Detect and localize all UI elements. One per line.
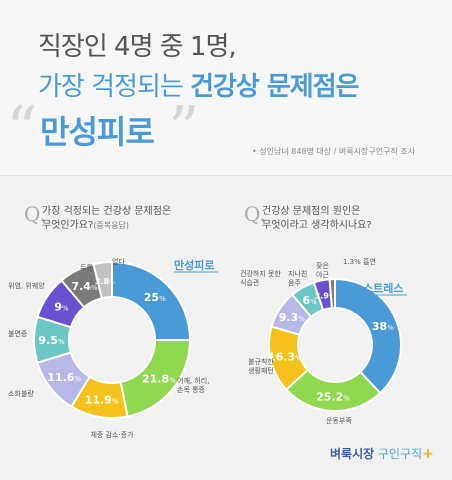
question-2-line-2: 무엇이라고 생각하시나요? xyxy=(262,220,372,231)
slice-value-label: 25% xyxy=(144,291,166,304)
percent-sign: % xyxy=(310,298,317,306)
slice-category-label: 건강하지 못한 식습관 xyxy=(240,269,281,287)
percent-sign: % xyxy=(159,295,166,303)
question-1-line-1: 가장 걱정되는 건강상 문제점은 xyxy=(42,206,172,217)
slice-label-line: 없다 xyxy=(112,257,125,266)
slice-label-line: 불면증 xyxy=(8,329,28,338)
slice-label-line: 소화불량 xyxy=(8,389,34,398)
slice-label-line: 스트레스 xyxy=(363,281,403,295)
headline-line-2-pre: 가장 걱정되는 xyxy=(38,72,191,102)
quote-open-icon: “ xyxy=(6,92,38,165)
brand-logo-part-2: 구인구직 xyxy=(374,447,423,461)
slice-category-label: 지나친 음주 xyxy=(288,269,307,287)
slice-category-label: 어깨, 허리, 손목 통증 xyxy=(177,376,209,394)
slice-value-label: 11.6% xyxy=(47,371,81,384)
slice-category-label: 소화불량 xyxy=(8,389,34,398)
slice-category-label: 운동부족 xyxy=(326,417,352,425)
slice-label-line: 음주 xyxy=(288,279,301,287)
slice-category-label: 불면증 xyxy=(8,329,28,338)
slice-category-label: 없다 xyxy=(112,257,125,266)
percent-sign: % xyxy=(58,338,65,346)
question-1-mark: Q. xyxy=(24,202,46,226)
slice-label-line: 어깨, 허리, xyxy=(177,376,209,385)
percent-sign: % xyxy=(387,324,394,332)
brand-plus-icon: + xyxy=(422,446,434,462)
slice-value-label: 25.2% xyxy=(316,390,350,403)
percent-sign: % xyxy=(298,315,305,323)
slice-label-line: 체중 감소·증가 xyxy=(90,430,134,439)
slice-value-label: 9% xyxy=(54,301,69,314)
slice-category-label: 만성피로 xyxy=(174,258,214,272)
slice-label-line: 생활패턴 xyxy=(248,366,274,375)
slice-category-label: 체중 감소·증가 xyxy=(90,430,134,439)
survey-source: • 성인남녀 848명 대상 / 벼룩시장구인구직 조사 xyxy=(252,147,416,156)
slice-category-label: 1.3% 흡연 xyxy=(343,257,376,266)
divider xyxy=(0,175,452,176)
donut-slice xyxy=(92,260,113,300)
slice-label-line: 만성피로 xyxy=(174,258,214,272)
headline-keyword: 만성피로 xyxy=(40,113,155,151)
donut-chart-2: 38% 스트레스 25.2% 운동부족 16.3%불규칙한 생활패턴 9.3% 건강하지 못한… xyxy=(240,257,407,425)
slice-category-label: 불규칙한 생활패턴 xyxy=(248,357,274,375)
slice-category-label: 스트레스 xyxy=(363,281,403,295)
headline-line-2: 가장 걱정되는 건강상 문제점은 xyxy=(38,66,360,103)
percent-sign: % xyxy=(109,279,115,286)
header-banner: 직장인 4명 중 1명, 가장 걱정되는 건강상 문제점은 “ 만성피로 ” •… xyxy=(0,0,452,175)
slice-category-label: 두통 xyxy=(80,264,93,272)
slice-value-label: 38% xyxy=(372,320,394,333)
percent-sign: % xyxy=(112,398,119,406)
slice-label-text: 흡연 xyxy=(361,257,376,266)
donut-slice xyxy=(328,277,336,310)
slice-value-label: 21.8% xyxy=(142,372,176,385)
slice-value-label: 7.4% xyxy=(71,280,98,293)
slice-label-line: 건강하지 못한 xyxy=(240,269,281,278)
slice-label-line: 식습관 xyxy=(240,278,260,287)
slice-label-line: 불규칙한 xyxy=(248,357,274,366)
slice-category-label: 잦은 야근 xyxy=(316,261,329,279)
slice-label-line: 운동부족 xyxy=(326,417,352,425)
question-2-mark: Q. xyxy=(244,202,266,226)
brand-logo: 벼룩시장 구인구직+ xyxy=(330,445,434,462)
slice-label-line: 위염, 위궤양 xyxy=(8,282,45,290)
slice-value-label: 6% xyxy=(302,294,317,307)
percent-sign: % xyxy=(91,284,98,292)
percent-sign: % xyxy=(62,305,69,313)
slice-label-line: 손목 통증 xyxy=(177,386,206,394)
percent-sign: % xyxy=(295,355,302,363)
donut-chart-1: 25% 만성피로 21.8% 어깨, 허리, 손목 통증 11.9% 체중 감소·증가 11.… xyxy=(8,257,218,439)
slice-label-line: 야근 xyxy=(316,270,329,279)
donut-slice xyxy=(334,277,402,395)
slice-value-text: 1.3% xyxy=(343,258,361,266)
percent-sign: % xyxy=(74,375,81,383)
slice-label-line: 잦은 xyxy=(316,261,329,270)
slice-category-label: 위염, 위궤양 xyxy=(8,282,45,290)
slice-value-label: 9.5% xyxy=(38,334,65,347)
headline-line-2-bold: 건강상 문제점은 xyxy=(190,72,359,102)
headline-line-1: 직장인 4명 중 1명, xyxy=(38,32,237,62)
percent-sign: % xyxy=(169,376,176,384)
slice-value-label: 9.3% xyxy=(279,311,306,324)
percent-sign: % xyxy=(343,394,350,402)
question-1-line-2: 무엇인가요? xyxy=(42,220,94,231)
quote-close-icon: ” xyxy=(168,92,200,165)
question-2-line-1: 건강상 문제점의 원인은 xyxy=(262,206,361,217)
brand-logo-part-1: 벼룩시장 xyxy=(330,447,375,461)
slice-value-label: 16.3% xyxy=(268,351,302,364)
slice-label-line: 두통 xyxy=(80,264,93,272)
slice-value-label: 3.8% xyxy=(95,277,115,286)
slice-label-line: 지나친 xyxy=(288,269,307,278)
slice-value-label: 11.9% xyxy=(85,394,119,407)
question-1-note: (중복응답) xyxy=(93,221,129,230)
